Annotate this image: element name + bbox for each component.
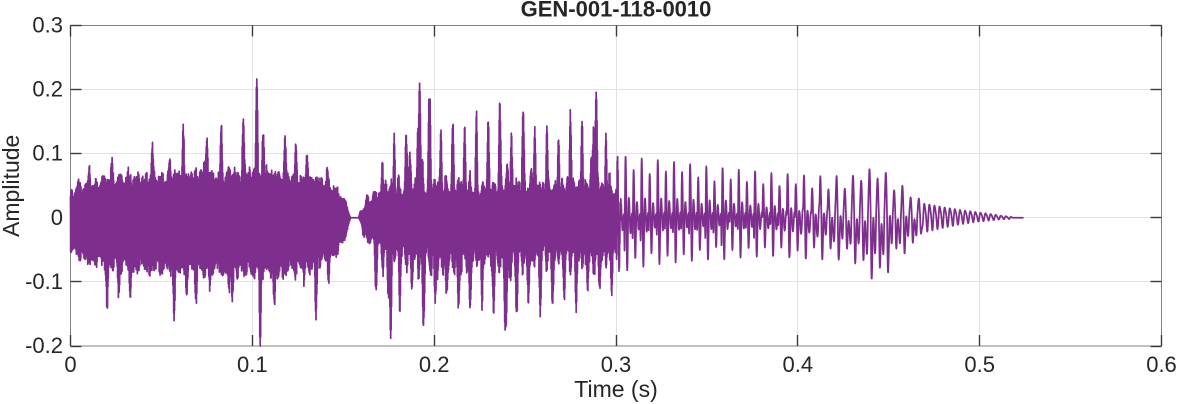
svg-text:0.2: 0.2 — [32, 77, 63, 102]
svg-text:0.6: 0.6 — [1146, 352, 1177, 377]
svg-text:-0.2: -0.2 — [25, 333, 63, 358]
svg-text:0: 0 — [64, 352, 76, 377]
svg-text:0.3: 0.3 — [32, 13, 63, 38]
svg-text:0: 0 — [51, 205, 63, 230]
svg-text:-0.1: -0.1 — [25, 269, 63, 294]
svg-text:GEN-001-118-0010: GEN-001-118-0010 — [521, 0, 712, 22]
svg-text:0.1: 0.1 — [237, 352, 268, 377]
svg-text:0.4: 0.4 — [783, 352, 814, 377]
svg-text:Amplitude: Amplitude — [0, 135, 24, 237]
svg-text:Time (s): Time (s) — [574, 376, 657, 402]
svg-text:0.2: 0.2 — [419, 352, 450, 377]
svg-text:0.5: 0.5 — [964, 352, 995, 377]
svg-text:0.3: 0.3 — [601, 352, 632, 377]
svg-text:0.1: 0.1 — [32, 141, 63, 166]
